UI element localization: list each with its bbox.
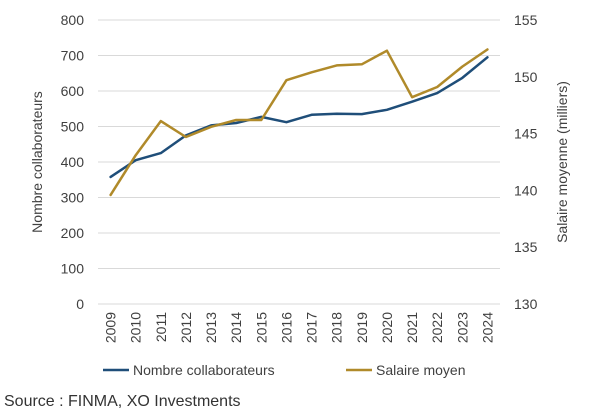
y-left-tick-label: 600 [61, 83, 85, 99]
y-left-tick-label: 500 [61, 119, 85, 135]
legend-label: Salaire moyen [376, 362, 466, 378]
y-axis-right-title: Salaire moyenne (milliers) [554, 81, 570, 243]
y-right-tick-label: 150 [514, 69, 538, 85]
y-left-tick-label: 800 [61, 12, 85, 28]
x-tick-label: 2023 [454, 312, 470, 343]
x-tick-label: 2011 [153, 312, 169, 342]
x-tick-label: 2019 [354, 312, 370, 343]
series-line-nombre-collaborateurs [109, 56, 489, 179]
y-left-tick-label: 0 [76, 296, 84, 312]
y-right-tick-label: 130 [514, 296, 538, 312]
right-axis-ticks: 130 135 140 145 150 155 [514, 12, 538, 312]
y-left-tick-label: 200 [61, 225, 85, 241]
y-left-tick-label: 100 [61, 261, 85, 277]
y-right-tick-label: 135 [514, 239, 538, 255]
y-axis-left-title: Nombre collaborateurs [29, 91, 45, 233]
x-tick-label: 2013 [203, 312, 219, 343]
y-right-tick-label: 145 [514, 126, 538, 142]
series-lines [109, 48, 489, 197]
y-left-tick-label: 400 [61, 154, 85, 170]
x-tick-label: 2018 [329, 312, 345, 343]
x-tick-label: 2012 [178, 312, 194, 343]
x-tick-label: 2016 [278, 312, 294, 343]
x-tick-label: 2024 [479, 312, 495, 343]
x-axis-ticks: 2009 2010 2011 2012 2013 2014 2015 2016 2017 2018… [103, 312, 496, 343]
source-note: Source : FINMA, XO Investments [4, 393, 241, 410]
x-tick-label: 2009 [103, 312, 119, 343]
x-tick-label: 2017 [304, 312, 320, 343]
y-left-tick-label: 700 [61, 48, 85, 64]
legend: Nombre collaborateurs Salaire moyen [103, 362, 466, 378]
x-tick-label: 2014 [228, 312, 244, 343]
legend-label: Nombre collaborateurs [133, 362, 275, 378]
x-tick-label: 2021 [404, 312, 420, 343]
gridlines [98, 19, 500, 305]
y-right-tick-label: 140 [514, 182, 538, 198]
left-axis-ticks: 0 100 200 300 400 500 600 700 800 [61, 12, 85, 312]
x-tick-label: 2022 [429, 312, 445, 343]
x-tick-label: 2015 [253, 312, 269, 343]
y-left-tick-label: 300 [61, 190, 85, 206]
x-tick-label: 2010 [128, 312, 144, 343]
series-line-salaire-moyen [109, 48, 489, 197]
y-right-tick-label: 155 [514, 12, 538, 28]
x-tick-label: 2020 [379, 312, 395, 343]
